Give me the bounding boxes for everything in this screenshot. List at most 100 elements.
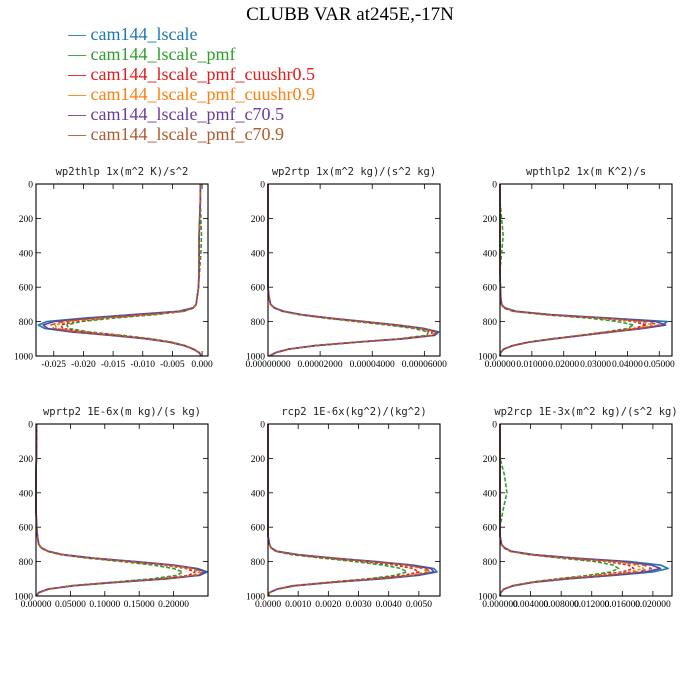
- figure-title: CLUBB VAR at245E,-17N: [246, 4, 454, 25]
- x-tick-label: 0.0020: [315, 600, 341, 610]
- x-tick-label: -0.010: [130, 360, 155, 370]
- series-line: [267, 184, 430, 357]
- legend: — cam144_lscale — cam144_lscale_pmf — cam1…: [68, 24, 315, 144]
- x-tick-label: 0.000000: [482, 600, 518, 610]
- subplot: rcp2 1E-6x(kg^2)/(kg^2) 0 200 400 600 800 1000…: [246, 406, 441, 610]
- y-tick-label: 200: [251, 215, 266, 225]
- x-tick-label: 0.03000: [580, 360, 611, 370]
- y-tick-label: 200: [19, 215, 34, 225]
- subplot-title: wp2rtp 1x(m^2 kg)/(s^2 kg): [272, 166, 436, 178]
- y-tick-label: 0: [260, 421, 265, 431]
- plot-frame: [267, 183, 441, 357]
- y-tick-label: 400: [483, 249, 498, 259]
- legend-item: — cam144_lscale: [68, 24, 198, 44]
- series-line: [267, 424, 408, 597]
- y-tick-label: 400: [19, 249, 34, 259]
- series-line: [499, 184, 667, 357]
- series-line: [267, 424, 420, 597]
- series-line: [35, 424, 209, 597]
- x-tick-label: 0.05000: [55, 600, 86, 610]
- x-tick-label: 0.0050: [406, 600, 432, 610]
- x-tick-label: 0.00000000: [245, 360, 290, 370]
- x-tick-label: 0.008000: [543, 600, 579, 610]
- legend-item: — cam144_lscale_pmf_c70.9: [68, 124, 284, 144]
- y-tick-label: 0: [28, 421, 33, 431]
- y-tick-label: 400: [19, 489, 34, 499]
- y-tick-label: 1000: [246, 353, 265, 363]
- series-line: [267, 184, 436, 357]
- legend-item: — cam144_lscale_pmf_cuushr0.9: [68, 84, 315, 104]
- series-line: [267, 424, 435, 597]
- y-tick-label: 400: [251, 489, 266, 499]
- x-tick-label: 0.15000: [124, 600, 155, 610]
- plot-frame: [267, 423, 441, 597]
- x-tick-label: 0.04000: [612, 360, 643, 370]
- y-tick-label: 1000: [14, 593, 33, 603]
- y-tick-label: 600: [483, 524, 498, 534]
- subplot: wprtp2 1E-6x(m kg)/(s kg) 0 200 400 600 800 10…: [14, 406, 209, 610]
- y-tick-label: 0: [492, 421, 497, 431]
- series-line: [499, 424, 662, 597]
- series-line: [267, 184, 439, 357]
- y-tick-label: 200: [251, 455, 266, 465]
- x-tick-label: 0.20000: [158, 600, 189, 610]
- y-tick-label: 600: [483, 284, 498, 294]
- subplot: wp2rcp 1E-3x(m^2 kg)/(s^2 kg) 0 200 400 600 8…: [478, 406, 678, 610]
- subplot-title: wprtp2 1E-6x(m kg)/(s kg): [43, 406, 201, 418]
- y-tick-label: 800: [19, 318, 34, 328]
- x-tick-label: 0.012000: [574, 600, 610, 610]
- legend-item: — cam144_lscale_pmf: [68, 44, 236, 64]
- x-tick-label: 0.05000: [644, 360, 675, 370]
- plot-frame: [35, 423, 209, 597]
- series-line: [267, 424, 438, 597]
- x-tick-label: 0.00000: [485, 360, 516, 370]
- y-tick-label: 200: [19, 455, 34, 465]
- y-tick-label: 600: [19, 524, 34, 534]
- series-line: [267, 424, 432, 597]
- legend-item: — cam144_lscale_pmf_c70.5: [68, 104, 284, 124]
- x-tick-label: 0.00006000: [402, 360, 447, 370]
- y-tick-label: 800: [483, 558, 498, 568]
- series-line: [499, 424, 620, 597]
- y-tick-label: 0: [492, 181, 497, 191]
- x-tick-label: -0.005: [160, 360, 185, 370]
- y-tick-label: 1000: [478, 353, 497, 363]
- x-tick-label: 0.0000: [255, 600, 281, 610]
- x-tick-label: -0.015: [101, 360, 126, 370]
- plot-frame: [499, 183, 673, 357]
- legend-item: — cam144_lscale_pmf_cuushr0.5: [68, 64, 315, 84]
- series-line: [35, 424, 201, 597]
- subplot-title: rcp2 1E-6x(kg^2)/(kg^2): [281, 406, 426, 418]
- y-tick-label: 800: [251, 318, 266, 328]
- series-line: [499, 424, 645, 597]
- series-line: [66, 184, 203, 357]
- series-line: [499, 184, 669, 357]
- x-tick-label: 0.004000: [513, 600, 549, 610]
- x-tick-label: 0.0040: [376, 600, 402, 610]
- series-line: [499, 184, 661, 357]
- series-line: [267, 184, 437, 357]
- y-tick-label: 1000: [246, 593, 265, 603]
- series-line: [35, 424, 184, 597]
- x-tick-label: 0.02000: [548, 360, 579, 370]
- subplot: wpthlp2 1x(m K^2)/s 0 200 400 600 800 10000.00…: [478, 166, 675, 370]
- subplot: wp2thlp 1x(m^2 K)/s^2 0 200 400 600 800 1000 -0…: [14, 166, 213, 370]
- y-tick-label: 200: [483, 455, 498, 465]
- y-tick-label: 600: [251, 524, 266, 534]
- series-line: [267, 184, 440, 357]
- y-tick-label: 600: [251, 284, 266, 294]
- x-tick-label: 0.0030: [345, 600, 371, 610]
- subplot-title: wp2rcp 1E-3x(m^2 kg)/(s^2 kg): [494, 406, 677, 418]
- x-tick-label: 0.00004000: [350, 360, 395, 370]
- series-line: [499, 184, 635, 357]
- x-tick-label: 0.0010: [285, 600, 311, 610]
- y-tick-label: 600: [19, 284, 34, 294]
- x-tick-label: 0.10000: [89, 600, 120, 610]
- series-line: [42, 184, 203, 357]
- x-tick-label: 0.020000: [635, 600, 671, 610]
- y-tick-label: 800: [19, 558, 34, 568]
- y-tick-label: 0: [28, 181, 33, 191]
- series-line: [50, 184, 203, 357]
- x-tick-label: 0.01000: [516, 360, 547, 370]
